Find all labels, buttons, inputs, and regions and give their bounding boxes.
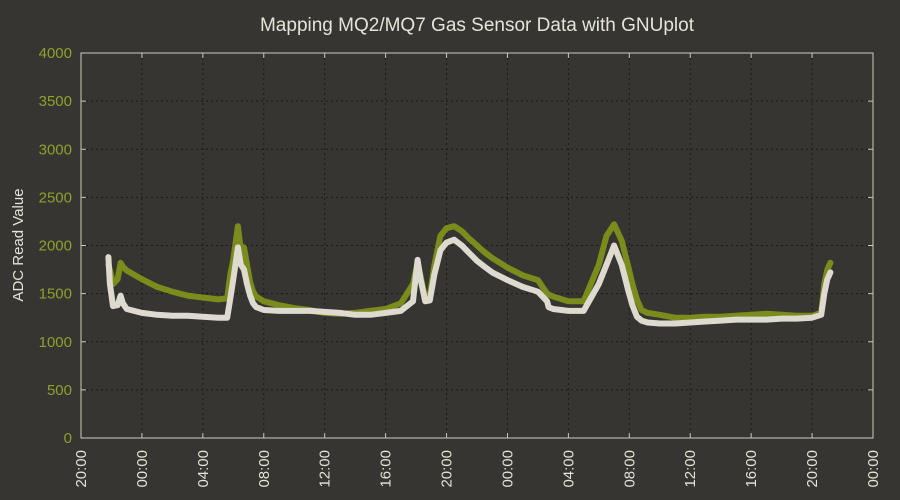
x-tick-label: 12:00 — [682, 450, 699, 488]
x-ticks: 20:00 00:00 04:00 08:00 12:00 16:00 20:00 00:00… — [73, 53, 882, 488]
y-tick-label: 2500 — [39, 189, 72, 206]
series-layer — [105, 221, 834, 327]
y-tick-label: 500 — [47, 382, 72, 399]
y-ticks: 0 500 1000 1500 2000 2500 3000 3500 4000 — [39, 45, 873, 447]
x-tick-label: 00:00 — [134, 450, 151, 488]
y-axis-label: ADC Read Value — [10, 188, 27, 301]
x-tick-label: 20:00 — [439, 450, 456, 488]
y-tick-label: 3500 — [39, 93, 72, 110]
x-tick-label: 04:00 — [195, 450, 212, 488]
series-line-2 — [105, 236, 834, 327]
x-tick-label: 04:00 — [560, 450, 577, 488]
x-tick-label: 00:00 — [865, 450, 882, 488]
x-tick-label: 00:00 — [499, 450, 516, 488]
y-tick-label: 3000 — [39, 141, 72, 158]
x-tick-label: 16:00 — [743, 450, 760, 488]
y-tick-label: 1000 — [39, 334, 72, 351]
x-tick-label: 20:00 — [73, 450, 90, 488]
x-tick-label: 08:00 — [256, 450, 273, 488]
y-tick-label: 2000 — [39, 238, 72, 255]
y-tick-label: 4000 — [39, 45, 72, 62]
y-tick-label: 0 — [64, 430, 72, 447]
x-tick-label: 20:00 — [804, 450, 821, 488]
x-tick-label: 08:00 — [621, 450, 638, 488]
y-tick-label: 1500 — [39, 286, 72, 303]
grid — [81, 53, 873, 438]
x-tick-label: 16:00 — [378, 450, 395, 488]
x-tick-label: 12:00 — [317, 450, 334, 488]
series-line-1 — [105, 221, 834, 321]
chart-title: Mapping MQ2/MQ7 Gas Sensor Data with GNU… — [260, 15, 695, 36]
